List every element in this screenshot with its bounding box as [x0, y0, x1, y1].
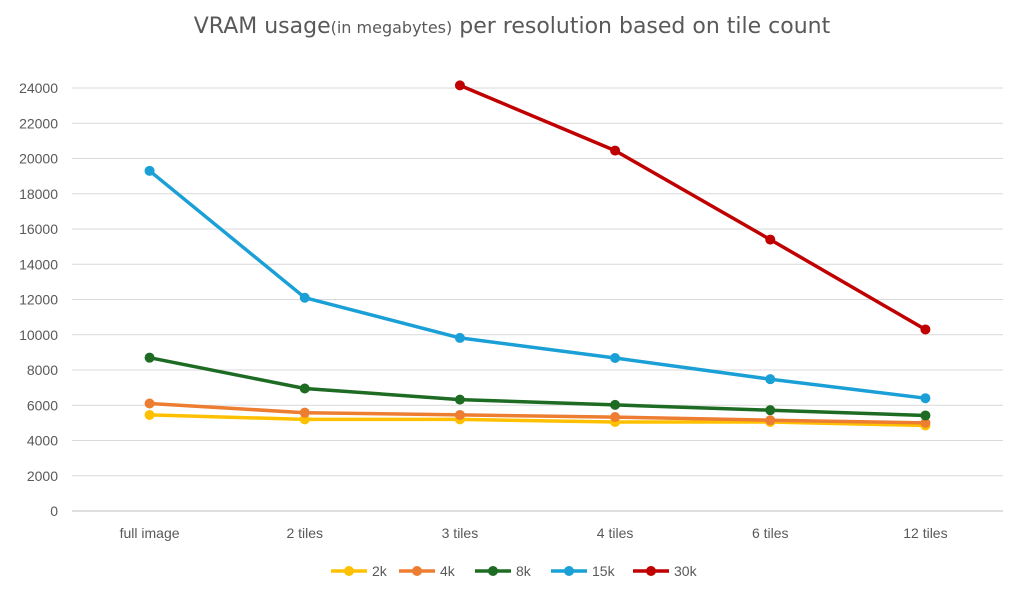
series-line-8k — [147, 355, 928, 418]
series-line-30k — [458, 83, 928, 332]
x-tick-label: 12 tiles — [903, 525, 947, 541]
chart-title-rest: per resolution based on tile count — [452, 14, 831, 39]
chart-title: VRAM usage(in megabytes) per resolution … — [0, 14, 1024, 39]
y-tick-label: 24000 — [19, 80, 58, 96]
y-tick-label: 2000 — [27, 468, 58, 484]
legend-label-8k: 8k — [516, 563, 532, 579]
x-tick-label: 4 tiles — [597, 525, 634, 541]
y-tick-label: 18000 — [19, 186, 58, 202]
data-point-15k — [610, 353, 621, 364]
y-tick-label: 10000 — [19, 327, 58, 343]
data-point-15k — [144, 165, 155, 176]
y-tick-label: 8000 — [27, 362, 58, 378]
series-line-2k — [147, 413, 928, 428]
data-point-15k — [765, 374, 776, 385]
x-tick-label: full image — [120, 525, 180, 541]
data-point-15k — [920, 393, 931, 404]
data-point-30k — [454, 80, 465, 91]
series-line-15k — [147, 169, 928, 400]
data-point-8k — [765, 405, 776, 416]
y-tick-label: 6000 — [27, 397, 58, 413]
y-tick-label: 14000 — [19, 256, 58, 272]
data-point-4k — [299, 407, 310, 418]
data-point-30k — [765, 234, 776, 245]
data-point-8k — [144, 352, 155, 363]
chart-title-main: VRAM usage — [193, 14, 331, 39]
data-point-30k — [920, 324, 931, 335]
y-tick-label: 4000 — [27, 433, 58, 449]
chart-title-sub: (in megabytes) — [330, 18, 453, 37]
series-line-4k — [147, 401, 928, 425]
data-point-4k — [144, 398, 155, 409]
data-point-8k — [299, 383, 310, 394]
data-point-8k — [454, 394, 465, 405]
legend-label-2k: 2k — [372, 563, 388, 579]
y-tick-label: 0 — [50, 503, 58, 519]
legend-marker-4k — [412, 566, 422, 576]
data-point-15k — [454, 332, 465, 343]
x-tick-label: 3 tiles — [442, 525, 479, 541]
legend-label-30k: 30k — [674, 563, 698, 579]
legend-marker-30k — [646, 566, 656, 576]
data-point-4k — [765, 415, 776, 426]
data-point-30k — [610, 145, 621, 156]
legend-marker-15k — [564, 566, 574, 576]
legend-marker-8k — [488, 566, 498, 576]
y-tick-label: 22000 — [19, 115, 58, 131]
data-point-4k — [610, 412, 621, 423]
data-point-4k — [454, 409, 465, 420]
data-point-8k — [920, 410, 931, 421]
y-tick-label: 16000 — [19, 221, 58, 237]
y-tick-label: 12000 — [19, 292, 58, 308]
data-point-15k — [299, 292, 310, 303]
legend-label-4k: 4k — [440, 563, 456, 579]
data-point-8k — [610, 399, 621, 410]
legend-label-15k: 15k — [592, 563, 616, 579]
data-point-2k — [144, 409, 155, 420]
x-tick-label: 6 tiles — [752, 525, 789, 541]
x-tick-label: 2 tiles — [286, 525, 323, 541]
y-tick-label: 20000 — [19, 151, 58, 167]
data-point-4k — [920, 417, 931, 428]
legend-marker-2k — [344, 566, 354, 576]
